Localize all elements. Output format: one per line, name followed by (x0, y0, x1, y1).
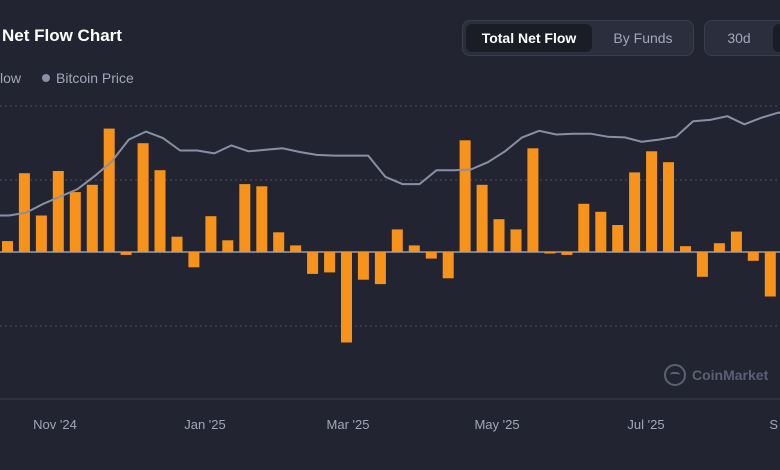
net-flow-bar[interactable] (696, 252, 708, 277)
price-line-layer (0, 111, 780, 217)
net-flow-bar[interactable] (764, 252, 776, 297)
x-tick-label: Nov '24 (33, 417, 77, 432)
net-flow-bar[interactable] (646, 151, 658, 252)
legend-bitcoin-price[interactable]: Bitcoin Price (42, 70, 134, 86)
legend-price-dot-icon (42, 74, 50, 82)
net-flow-bar[interactable] (52, 171, 64, 252)
net-flow-bar[interactable] (459, 140, 471, 252)
net-flow-bar[interactable] (171, 236, 183, 252)
range-toggle: 30d (704, 20, 780, 56)
net-flow-bar[interactable] (595, 211, 607, 252)
net-flow-bar[interactable] (713, 243, 725, 252)
tab-by-funds[interactable]: By Funds (613, 30, 673, 46)
net-flow-bar[interactable] (341, 252, 352, 343)
watermark: CoinMarket (664, 364, 768, 386)
net-flow-bar[interactable] (442, 252, 454, 279)
net-flow-bar[interactable] (307, 252, 319, 274)
grid-lines (0, 105, 780, 400)
net-flow-bar[interactable] (222, 240, 234, 252)
net-flow-bar[interactable] (374, 252, 386, 285)
chart-title: Net Flow Chart (2, 26, 122, 45)
view-toggle: Total Net Flow By Funds (462, 20, 694, 56)
x-tick-label: Jul '25 (627, 417, 664, 432)
legend-net-flow-label: low (0, 70, 22, 86)
net-flow-bar[interactable] (324, 252, 336, 273)
net-flow-bar[interactable] (680, 246, 691, 252)
net-flow-bar[interactable] (137, 143, 149, 252)
net-flow-bar[interactable] (154, 170, 166, 252)
net-flow-bar[interactable] (544, 252, 556, 254)
net-flow-bar[interactable] (510, 229, 522, 252)
net-flow-bar[interactable] (747, 252, 759, 261)
bitcoin-price-line[interactable] (0, 111, 780, 217)
x-tick-label: May '25 (474, 417, 519, 432)
net-flow-bar[interactable] (103, 128, 115, 252)
net-flow-bar[interactable] (239, 184, 251, 252)
tab-range-next[interactable] (773, 24, 780, 52)
watermark-text: CoinMarket (692, 367, 769, 383)
net-flow-bar[interactable] (273, 232, 285, 252)
net-flow-bar[interactable] (69, 192, 81, 252)
net-flow-bar[interactable] (35, 215, 47, 253)
x-tick-label: Jan '25 (184, 417, 226, 432)
net-flow-bar[interactable] (120, 252, 132, 255)
net-flow-bar[interactable] (476, 184, 488, 252)
net-flow-bar[interactable] (527, 148, 539, 252)
net-flow-bar[interactable] (493, 219, 505, 252)
net-flow-bar[interactable] (425, 252, 437, 259)
net-flow-bar[interactable] (357, 252, 369, 280)
net-flow-bar[interactable] (408, 245, 420, 252)
tab-30d[interactable]: 30d (727, 30, 751, 46)
net-flow-bar[interactable] (2, 241, 13, 252)
x-tick-label: Mar '25 (327, 417, 370, 432)
x-tick-label: S (769, 417, 778, 432)
net-flow-bar[interactable] (629, 172, 641, 252)
net-flow-bar[interactable] (290, 245, 302, 252)
legend-price-label: Bitcoin Price (56, 70, 134, 86)
net-flow-bar[interactable] (578, 203, 590, 252)
net-flow-bar[interactable] (205, 216, 217, 252)
tab-total-net-flow[interactable]: Total Net Flow (466, 24, 592, 52)
x-axis: Nov '24 Jan '25 Mar '25 May '25 Jul '25 S (33, 417, 778, 432)
net-flow-bar[interactable] (561, 252, 573, 255)
net-flow-bar[interactable] (730, 231, 742, 252)
net-flow-bar[interactable] (86, 184, 98, 252)
net-flow-bar[interactable] (663, 162, 674, 252)
net-flow-bar[interactable] (188, 252, 200, 268)
coinmarketcap-logo-icon (664, 364, 686, 386)
net-flow-bar[interactable] (391, 229, 403, 252)
net-flow-bar[interactable] (612, 225, 624, 252)
net-flow-bars (2, 128, 776, 343)
legend-net-flow[interactable]: low (0, 70, 21, 86)
net-flow-bar[interactable] (256, 186, 268, 252)
